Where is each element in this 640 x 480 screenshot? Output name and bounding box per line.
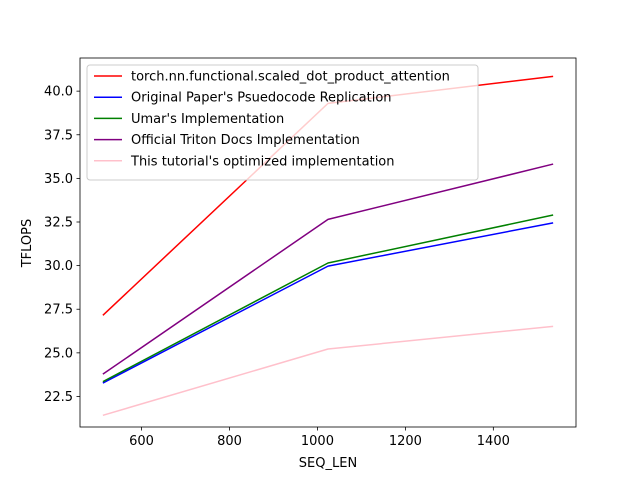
series-line-2	[102, 214, 554, 383]
x-tick-label: 1400	[477, 434, 510, 449]
y-tick-label: 35.0	[44, 172, 73, 187]
y-tick-label: 30.0	[44, 259, 73, 274]
plot-frame	[79, 57, 577, 428]
x-tick-label: 600	[129, 434, 154, 449]
series-line-4	[102, 325, 554, 417]
x-tick-label: 800	[217, 434, 242, 449]
legend-label-0: torch.nn.functional.scaled_dot_product_a…	[131, 70, 450, 85]
legend-label-2: Umar's Implementation	[131, 112, 284, 127]
legend-box	[86, 64, 479, 181]
axes-layer: 600 800 1000 1200 1400 22.5 25.0 27.5 30.0 32.5 35…	[44, 57, 577, 449]
legend: torch.nn.functional.scaled_dot_product_a…	[86, 64, 479, 181]
x-tick-label: 1200	[389, 434, 422, 449]
y-axis-label: TFLOPS	[20, 219, 35, 269]
legend-label-3: Official Triton Docs Implementation	[131, 133, 360, 148]
y-tick-label: 25.0	[44, 346, 73, 361]
x-axis-label: SEQ_LEN	[299, 456, 357, 471]
y-tick-label: 32.5	[44, 216, 73, 231]
series-line-3	[102, 163, 554, 375]
y-tick-label: 27.5	[44, 303, 73, 318]
y-tick-label: 22.5	[44, 390, 73, 405]
x-tick-label: 1000	[301, 434, 334, 449]
y-tick-label: 37.5	[44, 128, 73, 143]
y-tick-label: 40.0	[44, 85, 73, 100]
series-line-1	[102, 222, 554, 384]
legend-label-1: Original Paper's Psuedocode Replication	[131, 91, 392, 106]
legend-label-4: This tutorial's optimized implementation	[130, 154, 395, 169]
